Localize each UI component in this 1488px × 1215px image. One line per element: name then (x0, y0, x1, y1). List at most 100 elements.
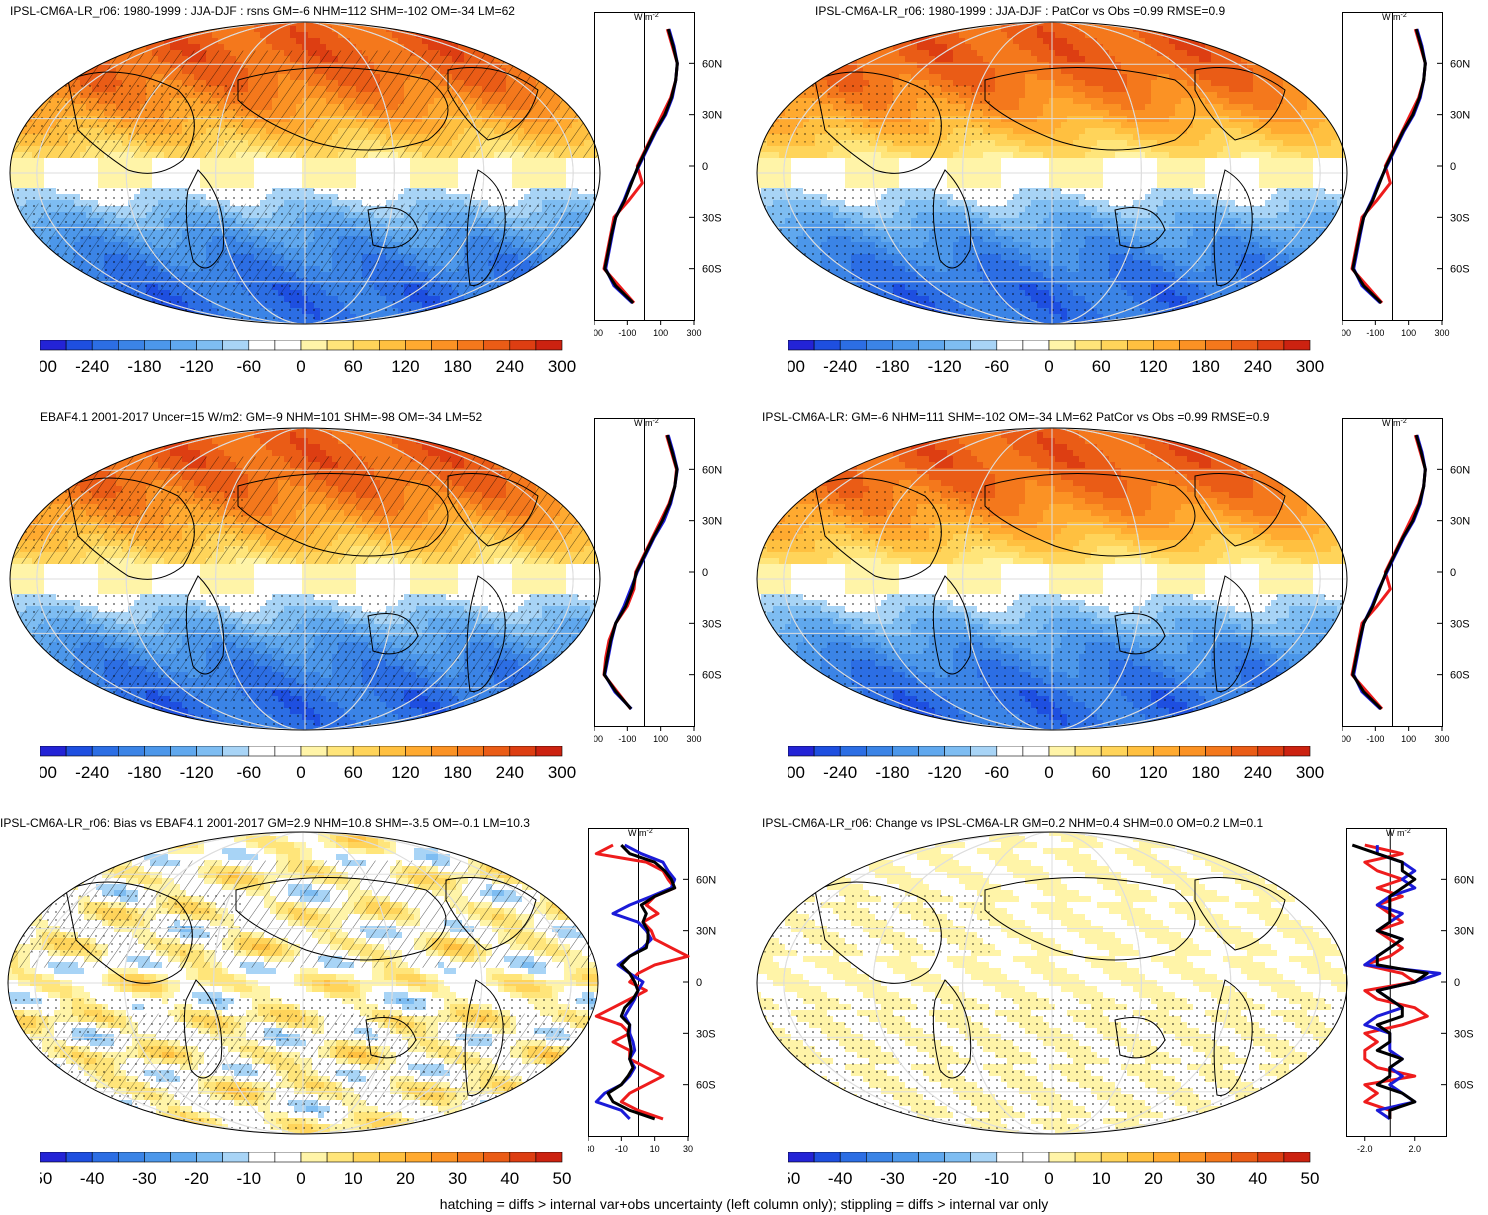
colorbar-swatch (118, 746, 145, 757)
panel-title: IPSL-CM6A-LR_r06: 1980-1999 : JJA-DJF : … (815, 4, 1225, 18)
colorbar-swatch (1074, 746, 1102, 757)
colorbar-swatch (483, 340, 511, 351)
map-p1 (9, 21, 601, 325)
colorbar-label: 20 (1144, 1169, 1163, 1188)
lat-tick-label: 30S (1450, 212, 1470, 224)
colorbar-swatch (378, 746, 406, 757)
colorbar-swatch (1153, 1152, 1180, 1163)
colorbar-label: 0 (1044, 763, 1053, 782)
colorbar-swatch (1100, 746, 1128, 757)
colorbar-label: 300 (548, 357, 576, 376)
colorbar-swatch (91, 1152, 119, 1163)
colorbar-label: -120 (928, 763, 962, 782)
lat-tick-label: 30S (696, 1028, 716, 1040)
colorbar-swatch (483, 746, 511, 757)
colorbar-swatch (248, 340, 276, 351)
colorbar-label: -240 (75, 763, 109, 782)
panel-title: IPSL-CM6A-LR_r06: 1980-1999 : JJA-DJF : … (10, 4, 515, 18)
colorbar-swatch (892, 340, 919, 351)
colorbar-swatch (1022, 746, 1050, 757)
colorbar-label: -240 (823, 357, 857, 376)
colorbar-swatch (509, 746, 537, 757)
colorbar-swatch (378, 1152, 406, 1163)
colorbar-swatch (1231, 340, 1259, 351)
colorbar-label: -240 (75, 357, 109, 376)
colorbar-swatch (996, 746, 1024, 757)
colorbar-label: -180 (875, 763, 909, 782)
colorbar-swatch (1022, 1152, 1050, 1163)
colorbar-label: 60 (344, 763, 363, 782)
colorbar-swatch (996, 1152, 1024, 1163)
colorbar-swatch (1283, 1152, 1311, 1163)
colorbar-swatch (918, 746, 945, 757)
colorbar-label: 300 (548, 763, 576, 782)
colorbar-swatch (839, 746, 867, 757)
colorbar-p5: -50 -40 -30 -20 -10 0 10 20 30 40 50 (40, 1152, 571, 1188)
colorbar-swatch (1179, 1152, 1206, 1163)
profile-x-tick-label: 10 (650, 1144, 660, 1154)
profile-line-black (606, 844, 677, 1121)
colorbar-swatch (1283, 746, 1311, 757)
colorbar-swatch (274, 1152, 302, 1163)
colorbar-label: 180 (1191, 357, 1219, 376)
colorbar-swatch (813, 746, 841, 757)
profile-line-black (1351, 28, 1427, 304)
colorbar-label: -180 (127, 357, 161, 376)
colorbar-swatch (300, 340, 328, 351)
profile-x-tick-label: -100 (1366, 328, 1384, 338)
lat-tick-label: 60N (702, 464, 722, 476)
zonal-profile-p6: W m-2 60N 30N 0 30S 60S -2.0 2.0 (1346, 828, 1474, 1154)
colorbar-label: -240 (823, 763, 857, 782)
colorbar-swatch (196, 1152, 224, 1163)
lat-tick-label: 60S (1454, 1080, 1474, 1092)
map-p4 (756, 427, 1348, 731)
colorbar-swatch (40, 1152, 67, 1163)
colorbar-swatch (170, 746, 197, 757)
colorbar-swatch (1126, 1152, 1154, 1163)
colorbar-label: -60 (237, 763, 262, 782)
lat-tick-label: 0 (1454, 977, 1460, 989)
colorbar-swatch (40, 746, 67, 757)
colorbar-label: -30 (132, 1169, 157, 1188)
colorbar-swatch (1074, 340, 1102, 351)
profile-unit-label: W m-2 (1386, 828, 1411, 838)
lat-tick-label: 60N (1450, 58, 1470, 70)
lat-tick-label: 60N (702, 58, 722, 70)
colorbar-label: -40 (80, 1169, 105, 1188)
lat-tick-label: 0 (1450, 567, 1456, 579)
colorbar-swatch (222, 1152, 250, 1163)
colorbar-label: -180 (127, 763, 161, 782)
colorbar-swatch (509, 340, 537, 351)
colorbar-label: 120 (1139, 357, 1167, 376)
colorbar-swatch (535, 340, 563, 351)
profile-line-blue (604, 28, 679, 304)
colorbar-swatch (1205, 1152, 1233, 1163)
colorbar-label: 60 (1092, 357, 1111, 376)
colorbar-swatch (1257, 340, 1285, 351)
profile-x-tick-label: -300 (1342, 734, 1351, 744)
colorbar-label: -10 (985, 1169, 1010, 1188)
colorbar-swatch (1205, 340, 1233, 351)
colorbar-swatch (788, 340, 815, 351)
colorbar-swatch (222, 340, 250, 351)
lat-tick-label: 30N (1450, 110, 1470, 122)
profile-x-tick-label: 300 (1434, 734, 1449, 744)
colorbar-label: 0 (1044, 1169, 1053, 1188)
profile-line-black (603, 28, 679, 304)
colorbar-swatch (196, 340, 224, 351)
colorbar-swatch (1283, 340, 1311, 351)
colorbar-swatch (248, 1152, 276, 1163)
colorbar-label: 50 (1301, 1169, 1320, 1188)
colorbar-swatch (813, 340, 841, 351)
colorbar-swatch (996, 340, 1024, 351)
profile-x-tick-label: 300 (686, 328, 701, 338)
colorbar-swatch (1257, 746, 1285, 757)
colorbar-swatch (274, 746, 302, 757)
profile-x-tick-label: 300 (1434, 328, 1449, 338)
colorbar-label: -120 (180, 357, 214, 376)
colorbar-swatch (352, 340, 380, 351)
colorbar-swatch (222, 746, 250, 757)
colorbar-label: 30 (448, 1169, 467, 1188)
colorbar-swatch (274, 340, 302, 351)
colorbar-label: 0 (1044, 357, 1053, 376)
